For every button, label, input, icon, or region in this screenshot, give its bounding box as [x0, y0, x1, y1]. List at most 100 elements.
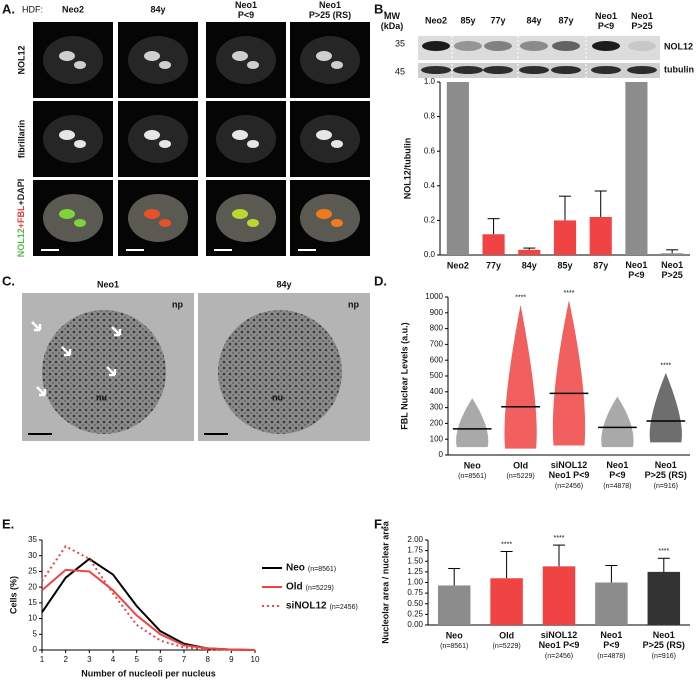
- x-tick-label-line: Neo1 P<9: [539, 640, 580, 650]
- x-tick-label-line: siNOL12: [551, 460, 588, 470]
- point-cloud: [601, 396, 634, 448]
- y-tick-label: 0.75: [407, 588, 423, 597]
- column-header: Neo1 P<9: [235, 0, 257, 20]
- column-header-line: Neo1: [235, 0, 257, 10]
- legend-label: Neo: [286, 563, 305, 574]
- x-tick-label-line: P>25: [662, 270, 683, 280]
- nucleus: [300, 194, 360, 242]
- bar: [446, 82, 469, 255]
- y-tick-label: 1.50: [407, 556, 423, 565]
- y-tick-label: 30: [28, 551, 37, 560]
- arrow: [61, 346, 72, 357]
- band: [421, 66, 451, 74]
- x-tick-label: 10: [251, 655, 260, 664]
- arrow: [106, 366, 117, 377]
- y-axis-label: Cells (%): [8, 576, 18, 614]
- x-tick-label-line: P<9: [628, 270, 644, 280]
- n-label: (n=916): [654, 483, 678, 490]
- y-tick-label: 0.00: [407, 620, 423, 629]
- mw-title-line: (kDa): [381, 21, 404, 31]
- nucleolus-em: [42, 310, 166, 434]
- column-header-line: Neo1: [319, 0, 341, 10]
- x-tick-label: 6: [158, 655, 163, 664]
- lane-label: Neo2: [425, 15, 447, 25]
- x-tick-label-line: Neo1: [653, 630, 675, 640]
- column-header: Neo1 P>25 (RS): [309, 0, 351, 20]
- y-tick-label: 0.50: [407, 599, 423, 608]
- x-tick-label: 7: [182, 655, 187, 664]
- x-tick-label: 9: [229, 655, 234, 664]
- y-tick-label: 1.25: [407, 567, 423, 576]
- x-tick-label: 8: [205, 655, 210, 664]
- band: [551, 66, 581, 74]
- prefix: HDF:: [22, 4, 43, 14]
- legend-label: Old: [286, 582, 303, 593]
- x-tick-label-line: P>25 (RS): [645, 470, 687, 480]
- x-tick-label: Old: [499, 630, 514, 640]
- y-tick-label: 600: [430, 355, 444, 364]
- significance: ****: [515, 295, 526, 302]
- nucleolus: [59, 209, 75, 219]
- point-cloud: [649, 372, 682, 443]
- y-tick-label: 25: [28, 567, 37, 576]
- panel-label: F.: [374, 516, 384, 531]
- n-label: (n=8561): [440, 643, 468, 650]
- lane-label: 85y: [460, 15, 475, 25]
- lane-label: 87y: [558, 15, 573, 25]
- x-tick-label: 2: [63, 655, 68, 664]
- nucleolus: [247, 140, 259, 148]
- band: [483, 66, 513, 74]
- y-tick-label: 0.6: [424, 146, 436, 155]
- nucleus: [216, 194, 276, 242]
- band: [454, 41, 482, 51]
- lane-label-line: Neo1: [631, 11, 653, 21]
- nucleolus: [144, 51, 160, 61]
- band: [519, 66, 549, 74]
- em-label: nu: [96, 392, 107, 402]
- n-label: (n=5229): [492, 643, 520, 650]
- n-label: (n=4878): [603, 483, 631, 490]
- significance: ****: [564, 290, 575, 297]
- nucleus: [216, 115, 276, 163]
- nucleolus: [144, 130, 160, 140]
- x-tick-label: 85y: [557, 260, 572, 270]
- significance: ****: [554, 535, 565, 542]
- row-label: NOL12+FBL+DAPI: [16, 179, 26, 258]
- y-tick-label: 0.8: [424, 112, 436, 121]
- row-label: fibrillarin: [16, 120, 26, 159]
- mw-title-line: MW: [384, 11, 400, 21]
- x-tick-label: Neo1 P<9: [606, 460, 628, 480]
- y-tick-label: 300: [430, 403, 444, 412]
- y-tick-label: 15: [28, 598, 37, 607]
- y-tick-label: 500: [430, 371, 444, 380]
- x-tick-label: Neo1 P>25 (RS): [643, 630, 685, 650]
- lane-label: 77y: [490, 15, 505, 25]
- nucleus: [216, 36, 276, 84]
- bar: [490, 578, 523, 625]
- y-tick-label: 2.00: [407, 535, 423, 544]
- nucleus: [300, 36, 360, 84]
- y-tick-label: 20: [28, 582, 37, 591]
- arrow: [31, 321, 42, 332]
- y-tick-label: 0.25: [407, 609, 423, 618]
- arrow: [111, 326, 122, 337]
- x-tick-label-line: Neo1 P<9: [549, 470, 590, 480]
- panel-label: C.: [2, 273, 15, 288]
- nucleolus: [331, 61, 343, 69]
- y-tick-label: 200: [430, 419, 444, 428]
- image-title: Neo1: [97, 279, 119, 289]
- nucleolus: [159, 140, 171, 148]
- bar: [518, 249, 541, 255]
- bar: [482, 234, 505, 255]
- nucleolus: [74, 219, 86, 227]
- n-label: (n=2456): [545, 653, 573, 660]
- y-tick-label: 1.75: [407, 546, 423, 555]
- band: [627, 66, 657, 74]
- nucleolus: [159, 61, 171, 69]
- x-tick-label-line: Neo1: [606, 460, 628, 470]
- point-cloud: [504, 304, 537, 449]
- x-tick-label: siNOL12 Neo1 P<9: [549, 460, 590, 480]
- nucleus: [128, 194, 188, 242]
- x-tick-label: Neo: [446, 630, 464, 640]
